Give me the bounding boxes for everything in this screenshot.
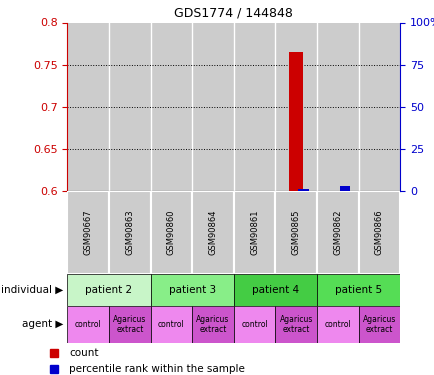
Text: Agaricus
extract: Agaricus extract: [196, 315, 229, 334]
Text: percentile rank within the sample: percentile rank within the sample: [69, 364, 244, 374]
Bar: [358, 191, 399, 274]
Bar: [192, 22, 233, 191]
Text: control: control: [75, 320, 102, 329]
Text: GSM90863: GSM90863: [125, 210, 134, 255]
Bar: [192, 191, 233, 274]
Text: individual ▶: individual ▶: [1, 285, 63, 295]
Bar: [358, 22, 399, 191]
Bar: [233, 22, 275, 191]
Bar: [275, 191, 316, 274]
Bar: [316, 22, 358, 191]
Bar: [150, 274, 233, 306]
Bar: [358, 306, 399, 343]
Bar: [316, 191, 358, 274]
Text: control: control: [241, 320, 267, 329]
Bar: [67, 22, 109, 191]
Bar: [109, 191, 150, 274]
Text: control: control: [158, 320, 184, 329]
Text: patient 2: patient 2: [85, 285, 132, 295]
Bar: [109, 306, 150, 343]
Title: GDS1774 / 144848: GDS1774 / 144848: [174, 7, 293, 20]
Bar: [275, 22, 316, 191]
Text: GSM90866: GSM90866: [374, 210, 383, 255]
Text: GSM90861: GSM90861: [250, 210, 259, 255]
Bar: [67, 306, 109, 343]
Bar: [150, 306, 192, 343]
Text: GSM90860: GSM90860: [167, 210, 175, 255]
Bar: [298, 189, 308, 191]
Bar: [316, 306, 358, 343]
Text: Agaricus
extract: Agaricus extract: [279, 315, 312, 334]
Bar: [288, 52, 303, 191]
Bar: [67, 191, 109, 274]
Text: Agaricus
extract: Agaricus extract: [113, 315, 146, 334]
Bar: [150, 22, 192, 191]
Bar: [339, 186, 350, 191]
Bar: [275, 306, 316, 343]
Text: Agaricus
extract: Agaricus extract: [362, 315, 395, 334]
Text: GSM90862: GSM90862: [332, 210, 342, 255]
Text: agent ▶: agent ▶: [22, 320, 63, 329]
Bar: [150, 191, 192, 274]
Text: patient 5: patient 5: [334, 285, 381, 295]
Bar: [192, 306, 233, 343]
Text: GSM90667: GSM90667: [83, 210, 92, 255]
Text: patient 4: patient 4: [251, 285, 298, 295]
Bar: [233, 274, 316, 306]
Text: count: count: [69, 348, 99, 358]
Bar: [109, 22, 150, 191]
Text: GSM90864: GSM90864: [208, 210, 217, 255]
Text: GSM90865: GSM90865: [291, 210, 300, 255]
Bar: [316, 274, 399, 306]
Bar: [233, 306, 275, 343]
Bar: [233, 191, 275, 274]
Text: patient 3: patient 3: [168, 285, 215, 295]
Text: control: control: [324, 320, 350, 329]
Bar: [67, 274, 150, 306]
